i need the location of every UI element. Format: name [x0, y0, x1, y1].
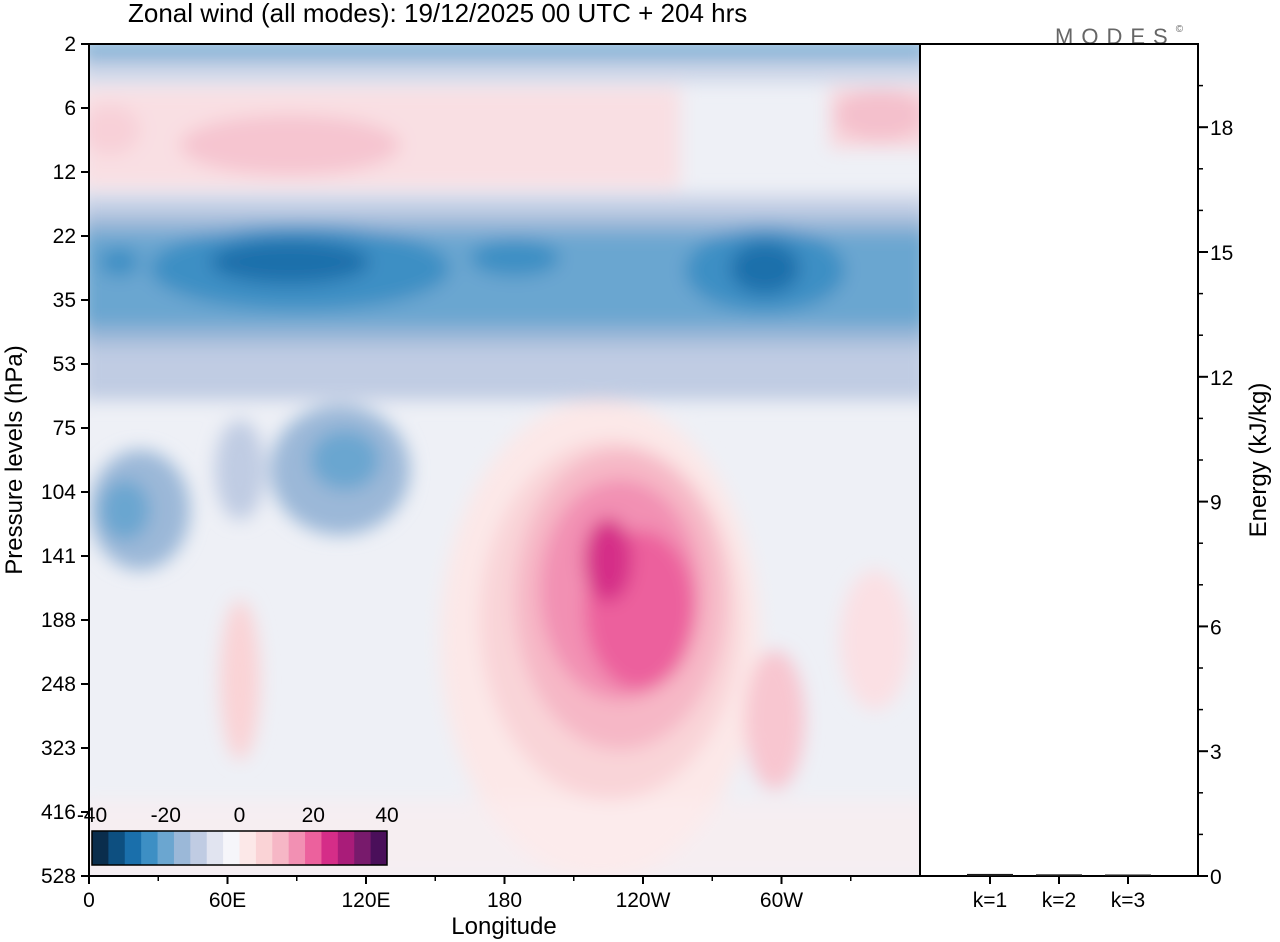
energy-category-label: k=3	[1111, 889, 1145, 912]
energy-bar	[1105, 874, 1151, 876]
energy-axis-label: Energy (kJ/kg)	[1245, 383, 1272, 538]
energy-tick-label: 6	[1210, 616, 1222, 639]
x-axis-label: Longitude	[451, 913, 556, 940]
y-axis: 2 6 12 22 35 53 75 104 141 188 248 323 416 528	[41, 33, 89, 888]
y-tick-label: 528	[41, 865, 76, 888]
colorbar-swatch	[321, 831, 339, 865]
colorbar-swatch	[239, 831, 257, 865]
x-tick-label: 180	[487, 889, 522, 912]
y-tick-label: 22	[53, 225, 76, 248]
x-tick-label: 120E	[341, 889, 390, 912]
y-tick-label: 53	[53, 353, 76, 376]
colorbar: -40 -20 0 20 40	[77, 804, 399, 866]
y-tick-label: 248	[41, 673, 76, 696]
colorbar-tick-label: 0	[234, 804, 246, 827]
colorbar-tick-label: 40	[375, 804, 398, 827]
colorbar-swatch	[141, 831, 159, 865]
colorbar-swatch	[108, 831, 126, 865]
y-tick-label: 188	[41, 609, 76, 632]
heatmap-field	[89, 44, 920, 876]
colorbar-swatch	[272, 831, 290, 865]
energy-tick-label: 3	[1210, 741, 1222, 764]
y-tick-label: 12	[53, 161, 76, 184]
colorbar-swatch	[354, 831, 372, 865]
colorbar-swatch	[305, 831, 322, 865]
colorbar-tick-label: -20	[151, 804, 181, 827]
energy-tick-label: 18	[1210, 117, 1233, 140]
colorbar-swatch	[255, 831, 273, 865]
energy-tick-label: 9	[1210, 492, 1222, 515]
colorbar-tick-label: -40	[77, 804, 107, 827]
y-tick-label: 141	[41, 545, 76, 568]
x-tick-label: 60E	[209, 889, 246, 912]
colorbar-tick-label: 20	[302, 804, 325, 827]
energy-bar	[1036, 874, 1082, 876]
y-tick-label: 6	[64, 97, 76, 120]
energy-axis: 0 3 6 9 12 15 18	[1198, 84, 1233, 889]
energy-category-label: k=1	[973, 889, 1007, 912]
y-axis-label: Pressure levels (hPa)	[1, 345, 28, 574]
colorbar-swatch	[124, 831, 142, 865]
colorbar-swatch	[157, 831, 175, 865]
y-tick-label: 416	[41, 801, 76, 824]
energy-bars: k=1 k=2 k=3	[967, 873, 1151, 912]
colorbar-frame	[91, 830, 388, 866]
energy-tick-label: 15	[1210, 242, 1233, 265]
x-tick-label: 120W	[616, 889, 671, 912]
x-tick-label: 0	[83, 889, 95, 912]
energy-tick-label: 0	[1210, 866, 1222, 889]
y-tick-label: 35	[53, 289, 76, 312]
y-tick-label: 2	[64, 33, 76, 56]
colorbar-swatch	[92, 831, 109, 865]
chart-title: Zonal wind (all modes): 19/12/2025 00 UT…	[128, 0, 747, 28]
y-tick-label: 75	[53, 417, 76, 440]
y-tick-label: 104	[41, 481, 76, 504]
colorbar-swatch	[370, 831, 388, 865]
energy-tick-label: 12	[1210, 367, 1233, 390]
energy-bar	[967, 873, 1013, 876]
energy-panel-frame	[919, 43, 1199, 877]
colorbar-swatch	[190, 831, 208, 865]
colorbar-swatch	[337, 831, 355, 865]
x-tick-label: 60W	[760, 889, 803, 912]
colorbar-swatch	[223, 831, 240, 865]
colorbar-swatch	[206, 831, 224, 865]
x-axis: 0 60E 120E 180 120W 60W	[83, 876, 852, 912]
y-tick-label: 323	[41, 737, 76, 760]
energy-category-label: k=2	[1042, 889, 1076, 912]
colorbar-swatch	[173, 831, 191, 865]
colorbar-swatch	[288, 831, 306, 865]
